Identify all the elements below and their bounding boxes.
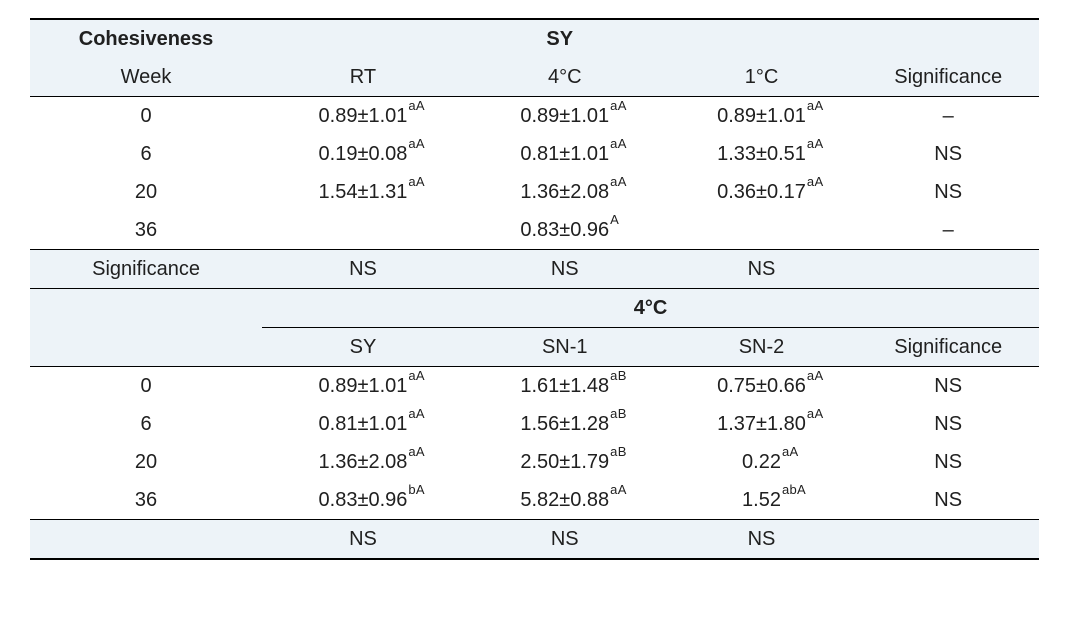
s1-title-mid: SY [262, 19, 857, 58]
s2-sig-cell: NS [262, 520, 464, 560]
s1-row-2: 20 1.54±1.31aA 1.36±2.08aA 0.36±0.17aA N… [30, 173, 1039, 211]
s2-sig-cell [857, 520, 1039, 560]
s1-row-0: 0 0.89±1.01aA 0.89±1.01aA 0.89±1.01aA – [30, 97, 1039, 136]
s1-week: 0 [30, 97, 262, 136]
s2-cell: 1.61±1.48aB [464, 367, 666, 406]
s1-sig: NS [857, 173, 1039, 211]
s1-col-rt: RT [262, 58, 464, 97]
s1-col-week: Week [30, 58, 262, 97]
s2-sig-empty [30, 520, 262, 560]
s1-header-row2: Week RT 4°C 1°C Significance [30, 58, 1039, 97]
s2-cell: 2.50±1.79aB [464, 443, 666, 481]
s1-week: 20 [30, 173, 262, 211]
s1-col-4c: 4°C [464, 58, 666, 97]
s2-week: 36 [30, 481, 262, 520]
s1-cell: 1.33±0.51aA [666, 135, 858, 173]
s2-sig: NS [857, 367, 1039, 406]
s1-sig-label: Significance [30, 250, 262, 289]
s2-hdr-empty-left [30, 289, 262, 328]
s1-cell: 0.81±1.01aA [464, 135, 666, 173]
s1-hdr-empty [857, 19, 1039, 58]
s1-col-1c: 1°C [666, 58, 858, 97]
s1-cell: 1.36±2.08aA [464, 173, 666, 211]
s2-cell: 1.52abA [666, 481, 858, 520]
s2-cell: 1.37±1.80aA [666, 405, 858, 443]
s2-col-sig: Significance [857, 328, 1039, 367]
s1-sig-cell: NS [464, 250, 666, 289]
s2-row-0: 0 0.89±1.01aA 1.61±1.48aB 0.75±0.66aA NS [30, 367, 1039, 406]
s1-cell: 1.54±1.31aA [262, 173, 464, 211]
s1-sig-cell: NS [262, 250, 464, 289]
s1-sig-cell: NS [666, 250, 858, 289]
s2-header-row1: 4°C [30, 289, 1039, 328]
s2-col-sn1: SN-1 [464, 328, 666, 367]
s1-cell: 0.36±0.17aA [666, 173, 858, 211]
s1-sig: NS [857, 135, 1039, 173]
s2-header-row2: SY SN-1 SN-2 Significance [30, 328, 1039, 367]
s2-sig-row: NS NS NS [30, 520, 1039, 560]
s1-cell [262, 211, 464, 250]
s1-header-row1: Cohesiveness SY [30, 19, 1039, 58]
s2-sig-cell: NS [666, 520, 858, 560]
s1-col-sig: Significance [857, 58, 1039, 97]
s1-cell: 0.83±0.96A [464, 211, 666, 250]
cohesiveness-table: Cohesiveness SY Week RT 4°C 1°C Signific… [30, 18, 1039, 560]
s1-sig: – [857, 97, 1039, 136]
s2-week: 6 [30, 405, 262, 443]
s2-title-mid: 4°C [262, 289, 1039, 328]
s2-sig: NS [857, 443, 1039, 481]
s2-sig: NS [857, 405, 1039, 443]
s2-cell: 1.36±2.08aA [262, 443, 464, 481]
s2-col-sy: SY [262, 328, 464, 367]
s2-week: 0 [30, 367, 262, 406]
s2-cell: 0.22aA [666, 443, 858, 481]
s1-cell: 0.89±1.01aA [666, 97, 858, 136]
s1-row-1: 6 0.19±0.08aA 0.81±1.01aA 1.33±0.51aA NS [30, 135, 1039, 173]
s2-cell: 0.89±1.01aA [262, 367, 464, 406]
s2-sig-cell: NS [464, 520, 666, 560]
s1-sig: – [857, 211, 1039, 250]
s1-week: 6 [30, 135, 262, 173]
s1-row-3: 36 0.83±0.96A – [30, 211, 1039, 250]
s2-cell: 5.82±0.88aA [464, 481, 666, 520]
s1-week: 36 [30, 211, 262, 250]
s2-row-2: 20 1.36±2.08aA 2.50±1.79aB 0.22aA NS [30, 443, 1039, 481]
s1-title-left: Cohesiveness [30, 19, 262, 58]
s2-sig: NS [857, 481, 1039, 520]
s2-cell: 1.56±1.28aB [464, 405, 666, 443]
s1-sig-cell [857, 250, 1039, 289]
s1-cell [666, 211, 858, 250]
s2-cell: 0.81±1.01aA [262, 405, 464, 443]
s2-week: 20 [30, 443, 262, 481]
s1-sig-row: Significance NS NS NS [30, 250, 1039, 289]
s1-cell: 0.89±1.01aA [464, 97, 666, 136]
s2-cell: 0.75±0.66aA [666, 367, 858, 406]
s2-row-1: 6 0.81±1.01aA 1.56±1.28aB 1.37±1.80aA NS [30, 405, 1039, 443]
s2-col-empty [30, 328, 262, 367]
s1-cell: 0.89±1.01aA [262, 97, 464, 136]
s2-col-sn2: SN-2 [666, 328, 858, 367]
s2-cell: 0.83±0.96bA [262, 481, 464, 520]
s2-row-3: 36 0.83±0.96bA 5.82±0.88aA 1.52abA NS [30, 481, 1039, 520]
s1-cell: 0.19±0.08aA [262, 135, 464, 173]
